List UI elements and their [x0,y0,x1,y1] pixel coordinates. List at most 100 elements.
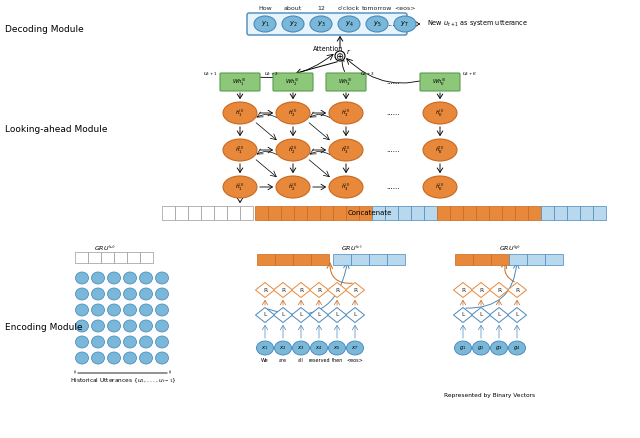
Ellipse shape [472,341,490,355]
Text: L: L [335,312,339,318]
Ellipse shape [140,272,152,284]
Ellipse shape [76,336,88,348]
Text: $GRU^{(c)}$: $GRU^{(c)}$ [341,244,363,253]
Ellipse shape [490,341,508,355]
Text: Historical Utterances $\{u_1,...,u_{t-1}\}$: Historical Utterances $\{u_1,...,u_{t-1}… [70,377,177,385]
Ellipse shape [76,320,88,332]
Text: $\bar{h}_K^{(l)}$: $\bar{h}_K^{(l)}$ [435,144,445,155]
Bar [385,206,398,220]
Text: $\tilde{h}_1^{(l)}$: $\tilde{h}_1^{(l)}$ [236,181,244,193]
Text: $u_{t+K}$: $u_{t+K}$ [462,70,477,78]
Text: $y_1$: $y_1$ [260,19,269,28]
Ellipse shape [140,352,152,364]
Text: L: L [317,312,321,318]
Polygon shape [346,307,365,322]
Polygon shape [508,283,527,297]
FancyBboxPatch shape [420,73,460,91]
Polygon shape [490,307,509,322]
Circle shape [335,51,345,61]
Text: $GRU^{(g)}$: $GRU^{(g)}$ [499,244,521,253]
Bar [293,254,311,265]
Text: $h_1^{(l)}$: $h_1^{(l)}$ [236,107,244,119]
Ellipse shape [156,272,168,284]
Bar [257,254,275,265]
Bar [527,254,545,265]
Text: Represented by Binary Vectors: Represented by Binary Vectors [444,392,536,398]
FancyBboxPatch shape [273,73,313,91]
Polygon shape [255,307,275,322]
Bar [554,206,567,220]
Ellipse shape [454,341,472,355]
Ellipse shape [423,139,457,161]
Bar [528,206,541,220]
Text: $x_3$: $x_3$ [298,344,305,352]
Bar [75,252,88,263]
Text: We: We [261,357,269,363]
Text: R: R [281,287,285,293]
Bar [240,206,253,220]
Text: L: L [282,312,285,318]
Text: <eos>: <eos> [347,357,364,363]
Text: $Wh_1^{(l)}$: $Wh_1^{(l)}$ [232,76,248,88]
Text: $\tilde{h}_K^{(l)}$: $\tilde{h}_K^{(l)}$ [435,181,445,193]
Text: all: all [298,357,304,363]
Text: R: R [497,287,501,293]
Ellipse shape [140,320,152,332]
Text: Encoding Module: Encoding Module [5,324,83,332]
Bar [88,252,101,263]
Text: L: L [515,312,518,318]
Text: <eos>: <eos> [394,6,416,11]
Ellipse shape [124,352,136,364]
Ellipse shape [124,288,136,300]
Text: $y_T$: $y_T$ [401,19,410,28]
Ellipse shape [124,336,136,348]
Ellipse shape [76,272,88,284]
Ellipse shape [124,320,136,332]
Polygon shape [273,283,292,297]
Text: $\bar{h}_2^{(l)}$: $\bar{h}_2^{(l)}$ [289,144,298,155]
Bar [455,254,473,265]
Ellipse shape [366,16,388,32]
Ellipse shape [76,288,88,300]
Ellipse shape [108,320,120,332]
Ellipse shape [223,102,257,124]
Ellipse shape [346,341,364,355]
Text: $h_K^{(l)}$: $h_K^{(l)}$ [435,107,445,119]
Text: ......: ...... [387,147,400,153]
Bar [114,252,127,263]
Bar [227,206,240,220]
Text: $h_2^{(l)}$: $h_2^{(l)}$ [288,107,298,119]
Ellipse shape [140,336,152,348]
Text: $u_{t+1}$: $u_{t+1}$ [204,70,218,78]
Text: ......: ...... [387,79,400,85]
Bar [294,206,307,220]
Ellipse shape [329,102,363,124]
Ellipse shape [257,341,273,355]
Bar [188,206,201,220]
Bar [214,206,227,220]
Ellipse shape [329,176,363,198]
Bar [333,206,346,220]
Text: $g_4$: $g_4$ [513,344,521,352]
Text: R: R [353,287,357,293]
Text: R: R [317,287,321,293]
Text: $\tilde{h}_2^{(l)}$: $\tilde{h}_2^{(l)}$ [289,181,298,193]
Polygon shape [508,307,527,322]
Text: r: r [347,49,349,55]
Text: $x_5$: $x_5$ [333,344,340,352]
Polygon shape [454,307,472,322]
Polygon shape [490,283,509,297]
Text: $u_{t+3}$: $u_{t+3}$ [360,70,374,78]
Text: Decoding Module: Decoding Module [5,25,84,35]
Text: $y_5$: $y_5$ [372,19,381,28]
Ellipse shape [328,341,346,355]
Text: $\bar{h}_1^{(l)}$: $\bar{h}_1^{(l)}$ [236,144,244,155]
Polygon shape [310,307,328,322]
Text: ......: ...... [387,110,400,116]
Ellipse shape [140,288,152,300]
Text: Attention: Attention [313,46,343,52]
Bar [175,206,188,220]
Text: $x_1$: $x_1$ [261,344,269,352]
Bar [476,206,489,220]
Ellipse shape [276,139,310,161]
